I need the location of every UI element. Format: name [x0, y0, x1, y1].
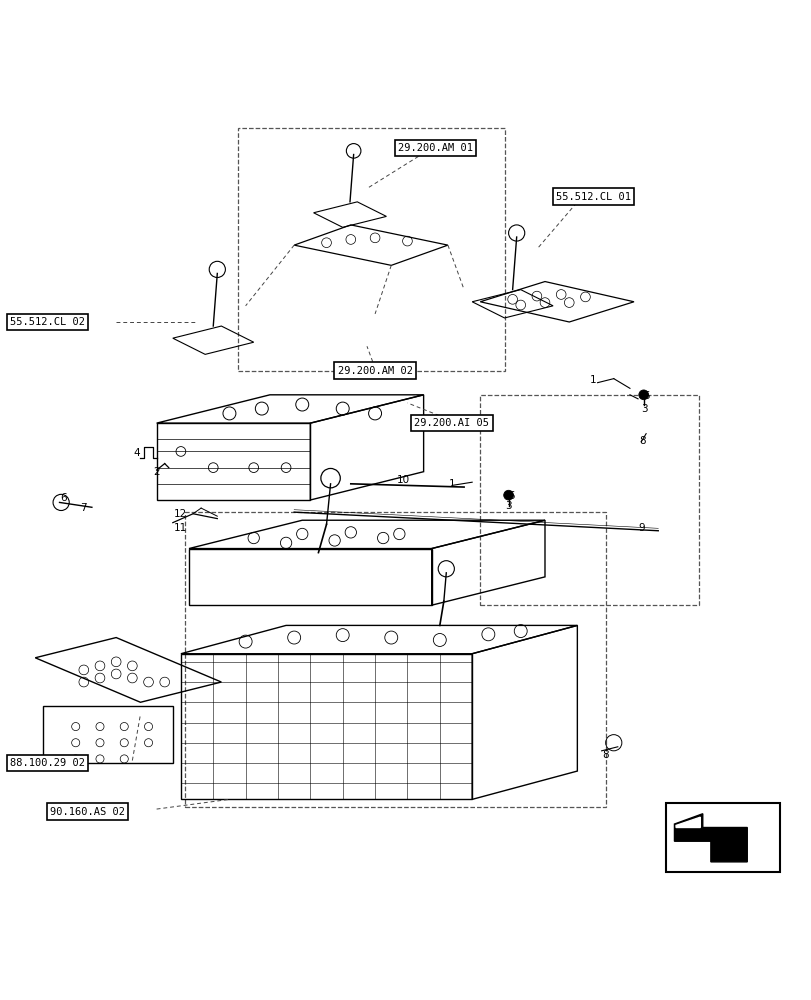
Text: 29.200.AM 02: 29.200.AM 02 [337, 366, 412, 376]
Text: 8: 8 [602, 750, 608, 760]
Text: 1: 1 [590, 375, 596, 385]
Text: 55.512.CL 02: 55.512.CL 02 [10, 317, 85, 327]
Text: 3: 3 [641, 404, 647, 414]
Bar [479, 395, 697, 605]
Text: 88.100.29 02: 88.100.29 02 [10, 758, 85, 768]
Text: 1: 1 [448, 479, 455, 489]
Text: 6: 6 [60, 493, 67, 503]
Circle shape [503, 490, 513, 500]
Text: 55.512.CL 01: 55.512.CL 01 [556, 192, 630, 202]
Bar [666, 803, 779, 872]
Text: 12: 12 [174, 509, 187, 519]
Text: 8: 8 [638, 436, 645, 446]
Text: 9: 9 [638, 523, 645, 533]
Text: 3: 3 [504, 501, 511, 511]
Polygon shape [674, 814, 746, 862]
Text: 11: 11 [174, 523, 187, 533]
Text: 29.200.AM 01: 29.200.AM 01 [397, 143, 473, 153]
Circle shape [638, 390, 648, 400]
Text: 29.200.AI 05: 29.200.AI 05 [414, 418, 489, 428]
Bar [185, 512, 605, 807]
Text: 10: 10 [397, 475, 410, 485]
Text: 4: 4 [133, 448, 139, 458]
Text: 2: 2 [153, 467, 160, 477]
Text: 5: 5 [507, 491, 513, 501]
Text: 5: 5 [642, 391, 649, 401]
Text: 7: 7 [80, 503, 87, 513]
Bar [238, 128, 504, 371]
Polygon shape [676, 817, 699, 827]
Text: 90.160.AS 02: 90.160.AS 02 [50, 807, 125, 817]
